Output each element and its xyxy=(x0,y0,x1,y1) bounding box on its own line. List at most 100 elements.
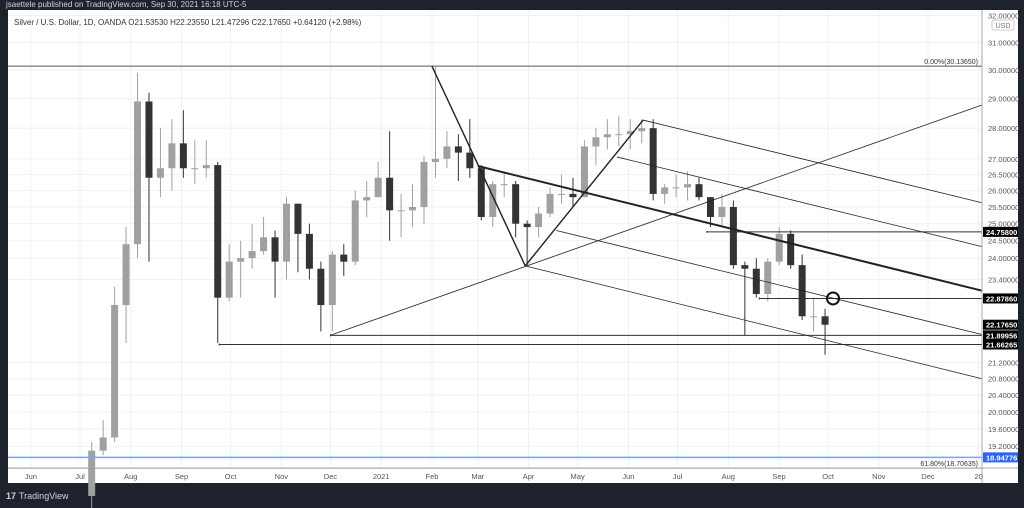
candle-body xyxy=(729,207,737,266)
time-tick-label: Jun xyxy=(25,472,37,481)
candle-body xyxy=(764,261,772,294)
candle-body xyxy=(386,177,394,211)
price-tick-label: 32.00000 xyxy=(988,12,1019,21)
price-tick-label: 19.20000 xyxy=(988,442,1019,451)
candle-body xyxy=(134,101,142,245)
candle-body xyxy=(638,128,646,132)
candle-body xyxy=(248,251,256,259)
candle-body xyxy=(695,184,703,198)
time-tick-label: Jul xyxy=(673,472,683,481)
candle-body xyxy=(374,177,382,198)
candle-body xyxy=(340,254,348,262)
currency-badge-label: USD xyxy=(996,23,1011,30)
candle-body xyxy=(351,200,359,262)
time-tick-label: Nov xyxy=(275,472,289,481)
price-label-text: 24.75800 xyxy=(986,228,1017,237)
price-tick-label: 30.00000 xyxy=(988,66,1019,75)
candle-body xyxy=(156,168,164,178)
candle-body xyxy=(111,305,119,438)
price-label-tag xyxy=(983,330,1018,341)
candle-body xyxy=(821,316,829,325)
candle-body xyxy=(775,233,783,262)
time-tick-label: 20 xyxy=(975,472,983,481)
time-tick-label: Oct xyxy=(822,472,835,481)
fib-level-label: 61.80%(18.70635) xyxy=(920,461,978,468)
candle-body xyxy=(466,152,474,169)
candle-body xyxy=(179,143,187,169)
chart-frame[interactable] xyxy=(8,10,1018,483)
time-tick-label: Nov xyxy=(872,472,886,481)
price-tick-label: 25.50000 xyxy=(988,203,1019,212)
price-tick-label: 27.00000 xyxy=(988,155,1019,164)
price-tick-label: 20.00000 xyxy=(988,408,1019,417)
price-label-text: 18.94776 xyxy=(986,453,1017,462)
candle-body xyxy=(305,233,313,269)
tradingview-logo-text: TradingView xyxy=(19,491,69,501)
candle-body xyxy=(546,193,554,214)
time-tick-label: Sep xyxy=(772,472,785,481)
trend-line xyxy=(477,165,983,292)
price-tick-label: 24.50000 xyxy=(988,237,1019,246)
time-tick-label: Sep xyxy=(175,472,188,481)
candle-body xyxy=(500,184,508,186)
candle-body xyxy=(523,223,531,228)
candle-body xyxy=(718,207,726,217)
candle-body xyxy=(706,197,714,217)
symbol-legend: Silver / U.S. Dollar, 1D, OANDA O21.5353… xyxy=(14,18,362,27)
candle-body xyxy=(787,233,795,266)
circle-marker-icon xyxy=(826,291,841,306)
time-tick-label: Aug xyxy=(722,472,735,481)
candle-body xyxy=(626,131,634,135)
candle-body xyxy=(580,146,588,198)
candle-body xyxy=(569,193,577,198)
price-tick-label: 29.00000 xyxy=(988,95,1019,104)
time-tick-label: Aug xyxy=(124,472,137,481)
candle-body xyxy=(237,258,245,262)
time-tick-label: Dec xyxy=(921,472,935,481)
time-tick-label: Jun xyxy=(622,472,634,481)
candle-body xyxy=(672,187,680,189)
time-tick-label: 2021 xyxy=(373,472,390,481)
candle-body xyxy=(271,237,279,262)
candle-body xyxy=(191,168,199,170)
price-tick-label: 20.80000 xyxy=(988,375,1019,384)
trend-line xyxy=(330,104,983,336)
candle-body xyxy=(294,203,302,234)
candle-body xyxy=(615,134,623,136)
candle-body xyxy=(684,184,692,188)
candle-body xyxy=(420,161,428,208)
candle-body xyxy=(397,210,405,212)
candle-body xyxy=(122,244,130,306)
time-tick-label: Apr xyxy=(523,472,535,481)
trend-line xyxy=(556,230,983,335)
price-label-tag xyxy=(983,339,1018,350)
candle-body xyxy=(88,450,96,496)
candle-body xyxy=(202,165,210,169)
currency-badge xyxy=(991,19,1015,31)
price-tick-label: 26.00000 xyxy=(988,187,1019,196)
footer-logo[interactable]: 17 TradingView xyxy=(6,491,69,501)
price-label-tag xyxy=(983,293,1018,304)
candle-body xyxy=(649,128,657,194)
candle-body xyxy=(512,184,520,224)
price-tick-label: 20.40000 xyxy=(988,391,1019,400)
candle-body xyxy=(752,268,760,294)
candle-body xyxy=(168,143,176,169)
candle-body xyxy=(409,207,417,211)
candle-body xyxy=(558,193,566,195)
candle-body xyxy=(810,316,818,318)
fib-level-label: 0.00%(30.13650) xyxy=(924,59,978,66)
price-label-text: 22.87860 xyxy=(986,294,1017,303)
price-tick-label: 28.00000 xyxy=(988,124,1019,133)
candle-body xyxy=(592,137,600,147)
trend-line xyxy=(616,156,983,247)
publisher-line: jsaettele published on TradingView.com, … xyxy=(6,0,247,9)
candle-body xyxy=(260,237,268,252)
price-label-tag xyxy=(983,452,1018,463)
candle-body xyxy=(214,165,222,298)
candle-body xyxy=(603,134,611,138)
price-tick-label: 19.60000 xyxy=(988,425,1019,434)
candle-body xyxy=(225,261,233,298)
price-tick-label: 31.00000 xyxy=(988,38,1019,47)
